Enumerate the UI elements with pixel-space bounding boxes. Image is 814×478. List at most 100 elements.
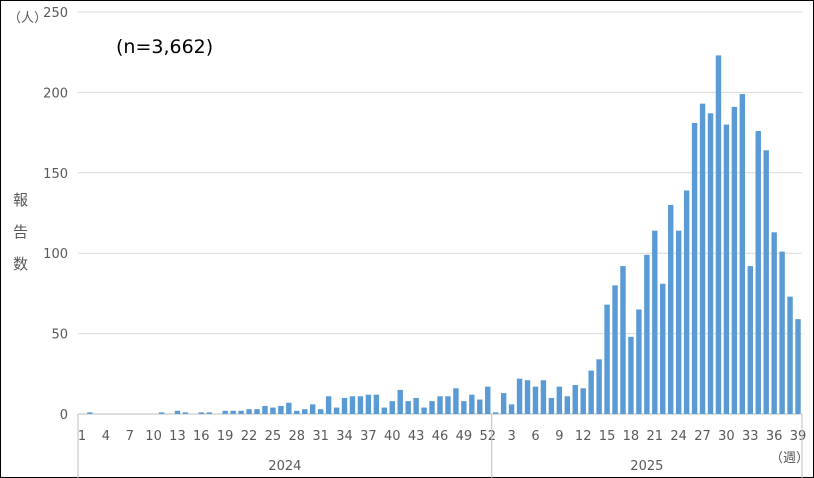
y-axis-unit: （人） xyxy=(8,11,47,26)
bar xyxy=(286,402,292,414)
bar xyxy=(453,388,459,414)
bar xyxy=(699,103,706,414)
bar xyxy=(644,254,650,414)
bar xyxy=(373,394,380,414)
bar xyxy=(683,190,690,414)
sample-size-annotation: (n=3,662) xyxy=(116,36,214,58)
bar xyxy=(508,404,515,414)
bar xyxy=(461,401,467,414)
x-tick-label: 25 xyxy=(265,429,282,444)
bar xyxy=(357,396,364,414)
bar xyxy=(325,396,332,414)
bar xyxy=(548,397,555,414)
bar xyxy=(707,113,714,414)
bar xyxy=(612,285,618,414)
bar xyxy=(397,389,403,414)
bar xyxy=(309,404,316,414)
bar xyxy=(437,396,443,414)
bar xyxy=(532,386,539,414)
x-tick-label: 36 xyxy=(766,429,783,444)
bar xyxy=(270,407,276,414)
y-tick-label: 250 xyxy=(43,6,68,21)
bar xyxy=(620,266,626,414)
x-tick-label: 16 xyxy=(193,429,210,444)
y-tick-labels: 0 50 100 150 200 250 xyxy=(43,6,68,423)
bar xyxy=(787,296,793,414)
bar xyxy=(485,386,491,414)
bars xyxy=(87,55,801,415)
year-label: 2024 xyxy=(268,459,301,474)
x-tick-label: 15 xyxy=(599,429,616,444)
bar xyxy=(723,124,730,414)
bar xyxy=(795,319,801,414)
bar xyxy=(580,388,586,414)
bar xyxy=(556,386,563,414)
bar xyxy=(691,122,698,415)
bar xyxy=(492,412,499,414)
x-tick-label: 13 xyxy=(169,429,186,444)
bar xyxy=(564,396,571,414)
bar xyxy=(572,385,578,414)
y-tick-label: 100 xyxy=(43,247,68,262)
x-tick-label: 6 xyxy=(531,429,539,444)
x-tick-label: 22 xyxy=(241,429,258,444)
bar xyxy=(365,394,372,414)
x-tick-label: 31 xyxy=(312,429,329,444)
x-tick-label: 19 xyxy=(217,429,234,444)
x-tick-label: 10 xyxy=(145,429,162,444)
bar xyxy=(262,405,268,414)
bar xyxy=(158,412,165,414)
bar xyxy=(198,412,205,414)
bar xyxy=(294,410,300,414)
bar xyxy=(675,230,682,414)
bar xyxy=(278,405,284,414)
bar xyxy=(445,396,451,414)
x-axis-unit: （週） xyxy=(770,451,809,466)
bar xyxy=(429,401,435,414)
bar xyxy=(246,409,252,414)
bar xyxy=(182,412,189,414)
bar xyxy=(731,106,738,414)
bar xyxy=(87,412,93,414)
bar xyxy=(413,397,419,414)
y-axis-title-char: 告 xyxy=(13,223,28,241)
y-tick-label: 150 xyxy=(43,167,68,182)
bar xyxy=(779,251,785,414)
bar xyxy=(317,409,324,414)
bar xyxy=(628,336,634,414)
bar xyxy=(715,55,722,414)
bar xyxy=(405,401,411,414)
bar xyxy=(516,378,523,414)
x-tick-label: 33 xyxy=(742,429,759,444)
x-tick-label: 28 xyxy=(289,429,306,444)
x-tick-label: 9 xyxy=(555,429,563,444)
bar xyxy=(230,410,236,414)
x-tick-label: 40 xyxy=(384,429,401,444)
bar xyxy=(771,232,777,414)
x-tick-label: 7 xyxy=(126,429,134,444)
x-tick-label: 27 xyxy=(694,429,711,444)
x-tick-label: 52 xyxy=(479,429,496,444)
bar xyxy=(341,397,348,414)
y-tick-label: 0 xyxy=(60,408,68,423)
x-tick-label: 1 xyxy=(78,429,86,444)
bar xyxy=(652,230,658,414)
x-tick-label: 43 xyxy=(408,429,425,444)
bar xyxy=(668,204,674,414)
x-tick-label: 12 xyxy=(575,429,592,444)
bar xyxy=(524,380,531,414)
x-tick-label: 30 xyxy=(718,429,735,444)
bar xyxy=(596,359,602,414)
bar xyxy=(755,130,761,414)
bar xyxy=(333,407,340,414)
x-tick-label: 24 xyxy=(670,429,687,444)
bar xyxy=(421,407,427,414)
bar xyxy=(747,266,753,414)
bar xyxy=(238,410,244,414)
x-tick-label: 18 xyxy=(623,429,640,444)
x-tick-label: 37 xyxy=(360,429,377,444)
bar xyxy=(588,370,594,414)
x-tick-label: 34 xyxy=(336,429,353,444)
y-tick-label: 200 xyxy=(43,86,68,101)
